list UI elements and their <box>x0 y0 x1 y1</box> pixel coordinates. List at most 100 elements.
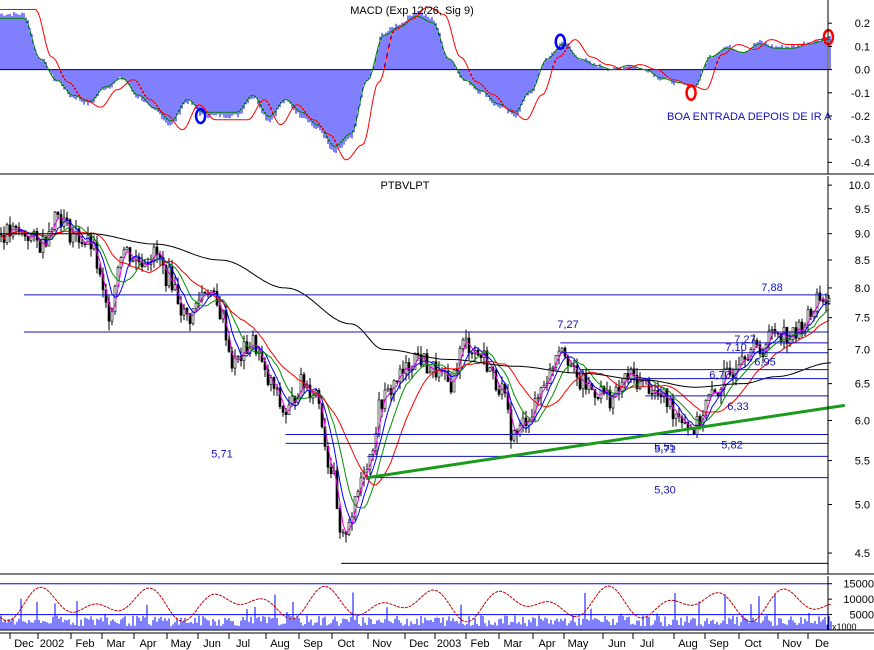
ma-medium-line <box>0 224 830 509</box>
x-tick-label: Aug <box>678 638 698 650</box>
ma-short-line <box>0 217 830 534</box>
candle-body <box>461 339 465 350</box>
candle-body <box>821 300 825 302</box>
x-tick-label: Jul <box>640 638 654 650</box>
candle-body <box>38 239 42 253</box>
macd-y-tick-label: -0.4 <box>851 157 870 169</box>
candle-body <box>596 396 600 400</box>
level-label: 6,70 <box>709 370 730 382</box>
candle-body <box>266 369 270 385</box>
ma-long-line <box>0 233 832 388</box>
candle-body <box>53 211 57 230</box>
x-tick-label: Nov <box>372 638 392 650</box>
candle-body <box>593 389 597 398</box>
candle-body <box>167 266 171 287</box>
candle-body <box>251 335 255 348</box>
candle-body <box>401 368 405 374</box>
level-label: 6,95 <box>754 357 775 369</box>
candle-body <box>791 327 795 340</box>
price-title: PTBVLPT <box>381 180 430 192</box>
candle-body <box>758 344 762 354</box>
price-y-tick-label: 4.5 <box>855 548 870 560</box>
candle-body <box>509 409 513 441</box>
candle-body <box>200 291 204 301</box>
macd-y-tick-label: 0.2 <box>855 18 870 30</box>
x-tick-label: May <box>568 638 589 650</box>
candle-body <box>110 311 114 322</box>
macd-signal-circle <box>194 107 207 125</box>
candle-body <box>338 508 342 533</box>
level-label: 7,10 <box>725 342 746 354</box>
volume-multiplier-label: x1000 <box>832 622 857 632</box>
candle-body <box>164 264 168 287</box>
x-tick-label: Jun <box>608 638 626 650</box>
candle-body <box>725 367 729 370</box>
candle-body <box>431 361 435 373</box>
candle-body <box>386 388 390 391</box>
candle-body <box>512 430 516 441</box>
level-label: 7,88 <box>761 282 782 294</box>
x-tick-label: De <box>815 638 829 650</box>
candle-body <box>779 333 783 342</box>
candle-body <box>488 367 492 372</box>
x-tick-label: Jun <box>203 638 221 650</box>
candle-body <box>125 247 129 251</box>
candle-body <box>683 422 687 424</box>
price-y-tick-label: 6.0 <box>855 415 870 427</box>
candle-body <box>479 354 483 359</box>
x-tick-label: Sep <box>303 638 323 650</box>
candle-body <box>143 263 147 268</box>
macd-y-tick-label: 0.1 <box>855 41 870 53</box>
x-tick-label: Feb <box>76 638 95 650</box>
candle-body <box>470 352 474 355</box>
candle-body <box>806 309 810 326</box>
x-tick-label: Feb <box>471 638 490 650</box>
candle-body <box>155 246 159 255</box>
candle-body <box>377 399 381 434</box>
candle-body <box>41 236 45 253</box>
x-tick-label: Sep <box>709 638 729 650</box>
candle-body <box>152 246 156 262</box>
level-label: 6,33 <box>727 401 748 413</box>
candle-body <box>449 381 453 393</box>
ma-slow-line <box>0 230 830 486</box>
price-y-tick-label: 10.0 <box>849 180 870 192</box>
volume-panel: 15000 10000 5000 <box>0 576 874 631</box>
candle-body <box>281 406 285 413</box>
candle-body <box>560 347 564 352</box>
level-label: 5,82 <box>721 440 742 452</box>
candle-body <box>707 394 711 401</box>
candle-body <box>464 337 468 341</box>
x-tick-label: Oct <box>744 638 761 650</box>
macd-title: MACD (Exp 12/26, Sig 9) <box>350 5 474 17</box>
candle-body <box>638 378 642 390</box>
level-label: 7,27 <box>734 334 755 346</box>
macd-y-tick-label: -0.1 <box>851 88 870 100</box>
candle-body <box>395 380 399 383</box>
candle-body <box>8 224 12 237</box>
x-tick-label: 2003 <box>437 638 461 650</box>
macd-y-tick-label: 0.0 <box>855 65 870 77</box>
stochastic-line <box>0 585 832 623</box>
x-axis: Dec 2002 Feb Mar Apr May Jun Jul Aug Sep Oct Nov Dec… <box>0 632 874 650</box>
volume-y-tick-label: 5000 <box>850 610 874 622</box>
candle-body <box>302 374 306 389</box>
candle-body <box>428 371 432 374</box>
level-label: 5,30 <box>654 485 675 497</box>
candle-body <box>788 339 792 344</box>
candle-body <box>815 292 819 312</box>
price-y-tick-label: 8.0 <box>855 283 870 295</box>
candle-body <box>731 374 735 378</box>
x-tick-label: Dec <box>14 638 34 650</box>
candle-body <box>584 373 588 390</box>
candle-body <box>818 292 822 301</box>
x-tick-label: Aug <box>270 638 290 650</box>
x-tick-label: Apr <box>538 638 555 650</box>
x-tick-label: Jul <box>236 638 250 650</box>
level-label: 7,27 <box>557 319 578 331</box>
candle-body <box>635 374 639 390</box>
x-tick-label: Apr <box>139 638 156 650</box>
candle-body <box>632 368 636 376</box>
